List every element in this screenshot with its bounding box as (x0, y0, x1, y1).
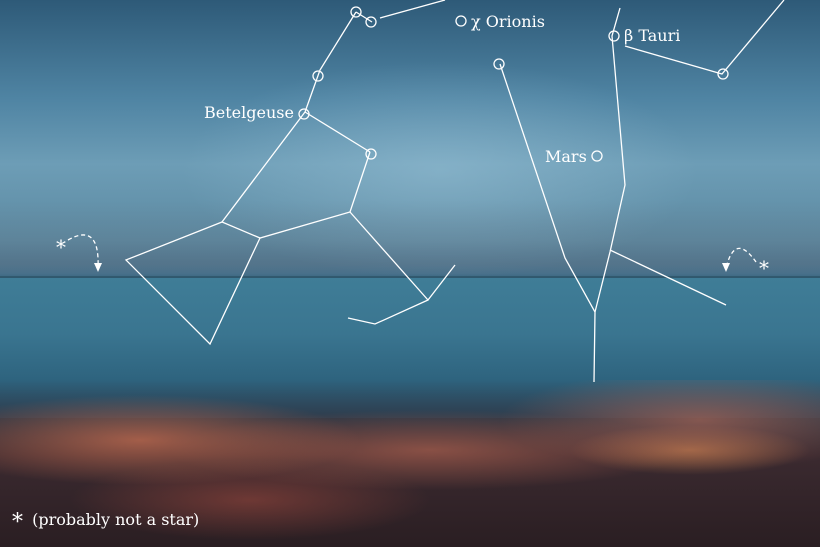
arrowhead-icon (94, 263, 102, 272)
taurus-line (499, 63, 596, 383)
sky-glow (180, 60, 700, 280)
arrowhead-icon (722, 263, 730, 272)
orion-line (349, 211, 456, 302)
orion-line (220, 111, 371, 239)
horizon-haze (0, 200, 820, 280)
beta-tauri-label: β Tauri (624, 26, 680, 45)
taurus-line (594, 7, 626, 313)
orion-line (304, 111, 371, 153)
mars-label: Mars (545, 147, 587, 166)
star-marker (350, 6, 362, 18)
footnote-symbol: * (12, 510, 23, 535)
left-pointer-arrow (67, 234, 99, 269)
mars-marker (591, 150, 603, 162)
orion-line (304, 11, 357, 113)
orion-line (355, 11, 373, 23)
star-marker (312, 70, 324, 82)
rocky-shore (0, 380, 820, 547)
orion-line (379, 0, 446, 19)
footnote-text: (probably not a star) (32, 510, 200, 529)
betelgeuse-label: Betelgeuse (204, 103, 294, 122)
footnote: * (probably not a star) (12, 510, 199, 535)
orion-line (347, 299, 429, 325)
chi-orionis-label: χ Orionis (471, 12, 545, 31)
beta-tauri-marker (608, 30, 620, 42)
right-pointer-arrow (725, 247, 757, 269)
orion-line (124, 221, 261, 346)
horizon-line (0, 276, 820, 278)
right-asterisk-marker: * (759, 256, 769, 280)
taurus-line (624, 0, 785, 75)
star-marker (717, 68, 729, 80)
star-marker (365, 16, 377, 28)
star-marker (493, 58, 505, 70)
chi-orionis-marker (455, 15, 467, 27)
left-asterisk-marker: * (56, 235, 66, 259)
betelgeuse-marker (298, 108, 310, 120)
star-marker (365, 148, 377, 160)
taurus-line (609, 249, 727, 306)
